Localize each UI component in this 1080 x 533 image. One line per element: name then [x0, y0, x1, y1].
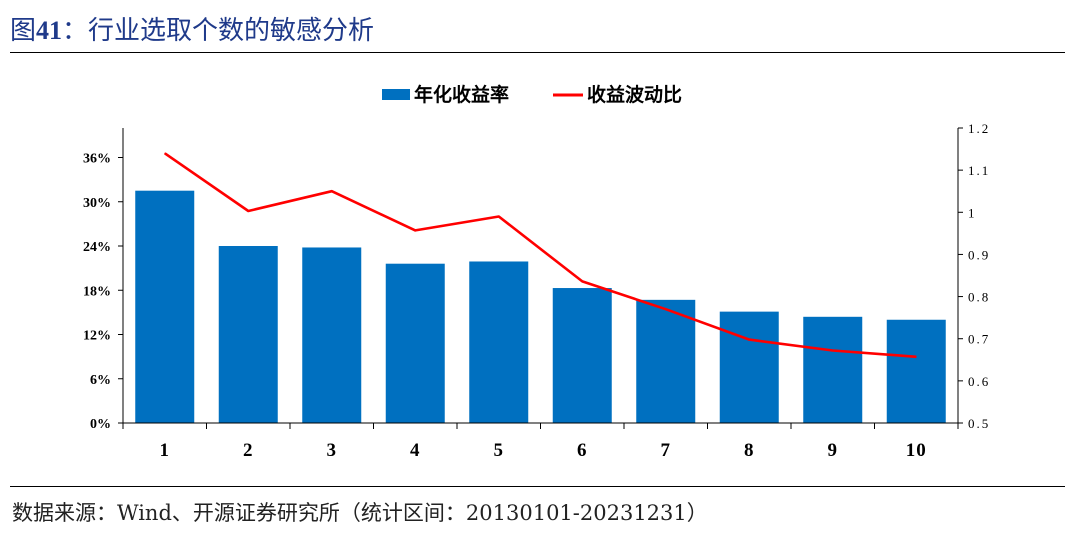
- x-tick-label: 3: [327, 440, 338, 461]
- line-point-6: [581, 280, 583, 282]
- x-tick-label: 2: [243, 440, 254, 461]
- legend-line-label: 收益波动比: [587, 83, 682, 106]
- figure-title-text: ：行业选取个数的敏感分析: [62, 16, 375, 46]
- bar-2: [218, 246, 278, 423]
- bar-10: [886, 319, 946, 423]
- right-tick-label: 1.2: [968, 121, 990, 136]
- x-tick-label: 6: [577, 440, 588, 461]
- x-tick-label: 8: [744, 440, 755, 461]
- right-tick-label: 0.7: [968, 332, 990, 347]
- line-point-7: [665, 308, 667, 310]
- line-point-3: [331, 190, 333, 192]
- left-tick-label: 18%: [83, 284, 111, 299]
- bar-7: [636, 299, 696, 423]
- right-tick-label: 0.6: [968, 374, 990, 389]
- bar-8: [719, 311, 779, 423]
- x-tick-label: 4: [410, 440, 421, 461]
- right-tick-label: 0.9: [968, 247, 990, 262]
- line-point-5: [498, 216, 500, 217]
- figure-title-prefix: 图: [10, 16, 37, 46]
- line-layer: [164, 152, 917, 359]
- x-tick-label: 9: [828, 440, 839, 461]
- bar-1: [135, 190, 195, 423]
- left-tick-label: 36%: [83, 152, 111, 167]
- legend-bar-label: 年化收益率: [414, 83, 509, 106]
- left-tick-label: 30%: [83, 196, 111, 211]
- legend: 年化收益率 收益波动比: [382, 83, 682, 106]
- figure-title: 图41：行业选取个数的敏感分析: [10, 10, 374, 47]
- bar-3: [302, 247, 362, 423]
- chart: 年化收益率 收益波动比 0% 6% 12% 18% 24% 30% 36% 0.5 0.6 0.7…: [83, 83, 990, 461]
- bar-4: [385, 263, 445, 423]
- right-tick-label: 1.1: [968, 163, 990, 178]
- left-tick-label: 12%: [83, 329, 111, 344]
- line-point-8: [748, 339, 750, 341]
- legend-bar-swatch: [382, 89, 410, 100]
- axes-layer: 0% 6% 12% 18% 24% 30% 36% 0.5 0.6 0.7 0.8 0.9 1 1.1 1.…: [83, 121, 990, 461]
- left-tick-label: 6%: [90, 373, 111, 388]
- source-note: 数据来源：Wind、开源证券研究所（统计区间：20130101-20231231…: [12, 501, 708, 525]
- source-rule: [10, 486, 1065, 487]
- line-point-1: [164, 152, 166, 154]
- line-point-9: [832, 350, 834, 352]
- x-tick-label: 7: [661, 440, 672, 461]
- bar-5: [469, 261, 529, 423]
- line-series: [164, 152, 917, 359]
- bars-layer: [135, 190, 946, 423]
- line-point-4: [414, 229, 416, 231]
- line-point-2: [247, 210, 249, 212]
- right-tick-label: 1: [968, 205, 977, 220]
- title-rule: [10, 52, 1065, 53]
- x-tick-label: 10: [906, 440, 927, 461]
- bar-6: [552, 288, 612, 423]
- left-tick-label: 24%: [83, 240, 111, 255]
- x-tick-label: 5: [494, 440, 505, 461]
- line-point-10: [915, 356, 917, 358]
- x-tick-label: 1: [160, 440, 171, 461]
- left-tick-label: 0%: [90, 417, 111, 432]
- figure-title-number: 41: [36, 16, 63, 45]
- right-tick-label: 0.8: [968, 290, 990, 305]
- bar-9: [803, 316, 863, 423]
- right-tick-label: 0.5: [968, 416, 990, 431]
